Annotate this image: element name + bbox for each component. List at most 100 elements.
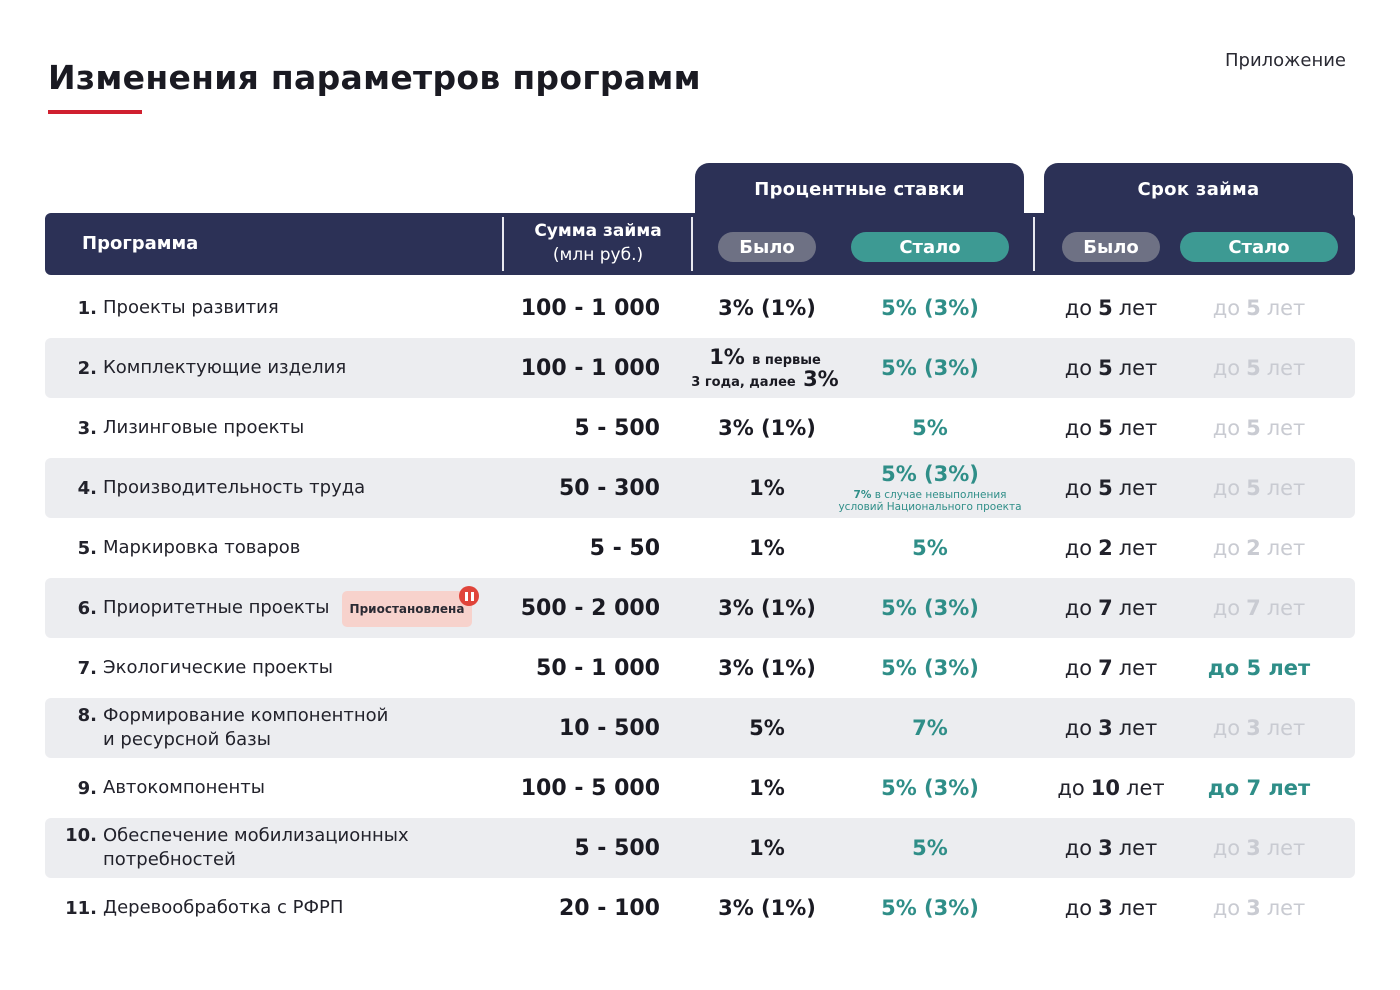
program-cell: 1. Проекты развития [45,278,525,338]
table-row: 1. Проекты развития 100 - 1 000 3% (1%) … [45,278,1355,338]
program-name: Обеспечение мобилизационных потребностей [103,825,409,870]
loan-sum-header-line2: (млн руб.) [552,245,644,265]
rate-now-pill: Стало [851,232,1009,262]
term-was: до 3 лет [1064,896,1158,920]
loan-sum: 5 - 500 [574,415,660,441]
table-header: Программа Сумма займа (млн руб.) Было Ст… [45,213,1355,275]
term-now: до 5 лет [1207,656,1311,680]
program-cell: 9. Автокомпоненты [45,758,525,818]
rate-was: 1% [749,836,785,860]
programs-table: 1. Проекты развития 100 - 1 000 3% (1%) … [45,278,1355,938]
loan-sum: 100 - 1 000 [520,355,660,381]
term-now: до 5 лет [1212,296,1306,320]
rate-now: 5% (3%) [881,296,979,320]
row-number: 9. [77,777,97,799]
program-cell: 4. Производительность труда [45,458,525,518]
rate-now: 5% [912,836,948,860]
rate-was: 1% [749,776,785,800]
row-number: 11. [65,897,97,919]
program-name: Автокомпоненты [103,777,265,798]
loan-sum-header-line1: Сумма займа [534,221,662,241]
row-number: 6. [77,597,97,619]
term-was: до 5 лет [1064,356,1158,380]
table-row: 4. Производительность труда 50 - 300 1% … [45,458,1355,518]
rate-now: 5% (3%) [881,596,979,620]
rate-now: 5% [912,416,948,440]
title-underline [48,110,142,114]
program-cell: 11. Деревообработка с РФРП [45,878,525,938]
rate-now: 5% (3%) 7% в случае невыполнения условий… [838,462,1022,513]
program-name: Приоритетные проекты [103,597,330,618]
term-now: до 3 лет [1212,896,1306,920]
table-row: 9. Автокомпоненты 100 - 5 000 1% 5% (3%)… [45,758,1355,818]
term-now: до 7 лет [1212,596,1306,620]
rate-was: 3% (1%) [718,896,816,920]
loan-sum: 500 - 2 000 [520,595,660,621]
rate-now: 7% [912,716,948,740]
suspended-badge: Приостановлена [342,591,472,627]
row-number: 10. [65,825,97,846]
rate-was: 3% (1%) [718,656,816,680]
program-name: Производительность труда [103,477,366,498]
term-was: до 3 лет [1064,716,1158,740]
term-now: до 7 лет [1207,776,1311,800]
term-was: до 7 лет [1064,656,1158,680]
table-row: 3. Лизинговые проекты 5 - 500 3% (1%) 5%… [45,398,1355,458]
header-divider [1033,217,1035,271]
rate-now: 5% (3%) [881,356,979,380]
loan-sum: 50 - 300 [559,475,660,501]
program-cell: 10. Обеспечение мобилизационных потребнос… [45,818,525,878]
rate-now: 5% (3%) [881,656,979,680]
rate-was-pill: Было [718,232,816,262]
term-was: до 10 лет [1057,776,1165,800]
term-was-pill: Было [1062,232,1160,262]
loan-sum: 5 - 500 [574,835,660,861]
term-was: до 5 лет [1064,296,1158,320]
table-row: 10. Обеспечение мобилизационных потребнос… [45,818,1355,878]
row-number: 3. [77,417,97,439]
program-cell: 5. Маркировка товаров [45,518,525,578]
term-now: до 3 лет [1212,836,1306,860]
program-cell: 6. Приоритетные проекты [45,578,525,638]
program-name: Лизинговые проекты [103,417,305,438]
term-now: до 5 лет [1212,416,1306,440]
loan-sum: 100 - 1 000 [520,295,660,321]
program-cell: 7. Экологические проекты [45,638,525,698]
table-row: 8. Формирование компонентной и ресурсной … [45,698,1355,758]
program-name: Деревообработка с РФРП [103,897,344,918]
term-now: до 3 лет [1212,716,1306,740]
loan-sum-column-header: Сумма займа (млн руб.) [503,219,693,267]
table-row: 7. Экологические проекты 50 - 1 000 3% (… [45,638,1355,698]
program-name: Экологические проекты [103,657,333,678]
term-now-pill: Стало [1180,232,1338,262]
rate-was: 3% (1%) [718,296,816,320]
program-name: Формирование компонентной и ресурсной баз… [103,705,389,750]
rate-now: 5% [912,536,948,560]
loan-sum: 20 - 100 [559,895,660,921]
rate-was: 3% (1%) [718,416,816,440]
row-number: 8. [77,705,97,726]
rate-now: 5% (3%) [881,896,979,920]
rate-was: 3% (1%) [718,596,816,620]
table-row: 5. Маркировка товаров 5 - 50 1% 5% до 2 ле… [45,518,1355,578]
table-row: 11. Деревообработка с РФРП 20 - 100 3% (… [45,878,1355,938]
rate-was: 1% [749,476,785,500]
row-number: 7. [77,657,97,679]
term-was: до 3 лет [1064,836,1158,860]
rate-was: 1% [749,536,785,560]
program-cell: 3. Лизинговые проекты [45,398,525,458]
header-divider [502,217,504,271]
term-was: до 5 лет [1064,416,1158,440]
loan-sum: 5 - 50 [589,535,660,561]
term-was: до 7 лет [1064,596,1158,620]
table-row: 6. Приоритетные проекты Приостановлена 5… [45,578,1355,638]
row-number: 1. [77,297,97,319]
loan-sum: 100 - 5 000 [520,775,660,801]
header-divider [691,217,693,271]
loan-sum: 10 - 500 [559,715,660,741]
rate-was: 1% в первые 3 года, далее 3% [691,344,839,391]
page-title: Изменения параметров программ [48,58,701,97]
row-number: 4. [77,477,97,499]
rate-was: 5% [749,716,785,740]
program-column-header: Программа [82,233,199,254]
